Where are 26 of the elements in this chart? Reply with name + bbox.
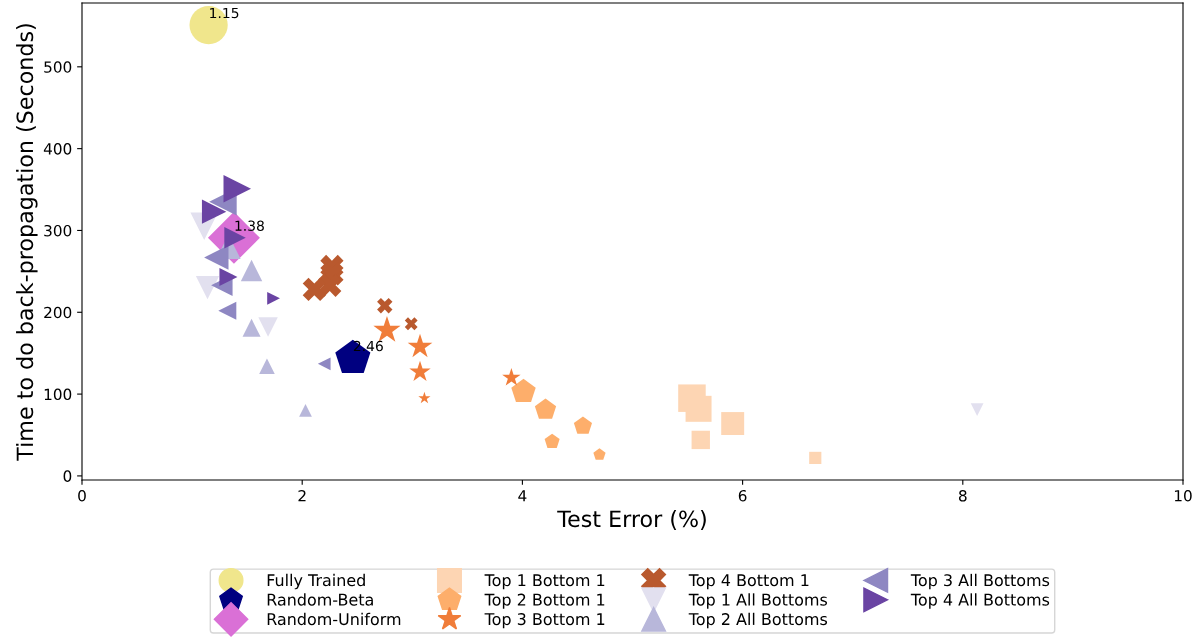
y-tick-label: 200 — [44, 306, 72, 319]
y-tick-label: 100 — [44, 388, 72, 401]
x-tick-label: 4 — [518, 490, 527, 502]
legend-label: Top 4 All Bottoms — [910, 593, 1050, 609]
x-tick-label: 8 — [958, 489, 967, 502]
y-tick-label: 300 — [44, 224, 72, 237]
legend-label: Top 4 Bottom 1 — [688, 574, 809, 590]
x-tick-label: 6 — [738, 489, 747, 502]
legend-label: Random-Beta — [267, 593, 373, 606]
y-tick-label: 0 — [63, 470, 72, 482]
legend-label: Top 3 All Bottoms — [910, 573, 1050, 590]
annotation: 1.15 — [210, 7, 239, 19]
legend-label: Top 1 Bottom 1 — [484, 574, 605, 590]
x-axis-title: Test Error (%) — [557, 510, 706, 530]
y-tick-label: 400 — [43, 143, 72, 155]
x-tick-label: 10 — [1174, 489, 1192, 502]
y-axis-title: Time to do back-propagation (Seconds) — [16, 24, 38, 461]
x-tick-label: 0 — [78, 489, 86, 502]
legend-label: Random-Uniform — [267, 612, 401, 626]
x-tick-label: 2 — [298, 489, 306, 502]
y-tick-label: 500 — [44, 61, 72, 73]
legend-label: Top 2 All Bottoms — [688, 612, 828, 629]
legend-label: Fully Trained — [267, 573, 365, 590]
legend-label: Top 3 Bottom 1 — [484, 613, 605, 629]
legend-label: Top 2 Bottom 1 — [484, 593, 605, 609]
legend-label: Top 1 All Bottoms — [688, 593, 828, 609]
